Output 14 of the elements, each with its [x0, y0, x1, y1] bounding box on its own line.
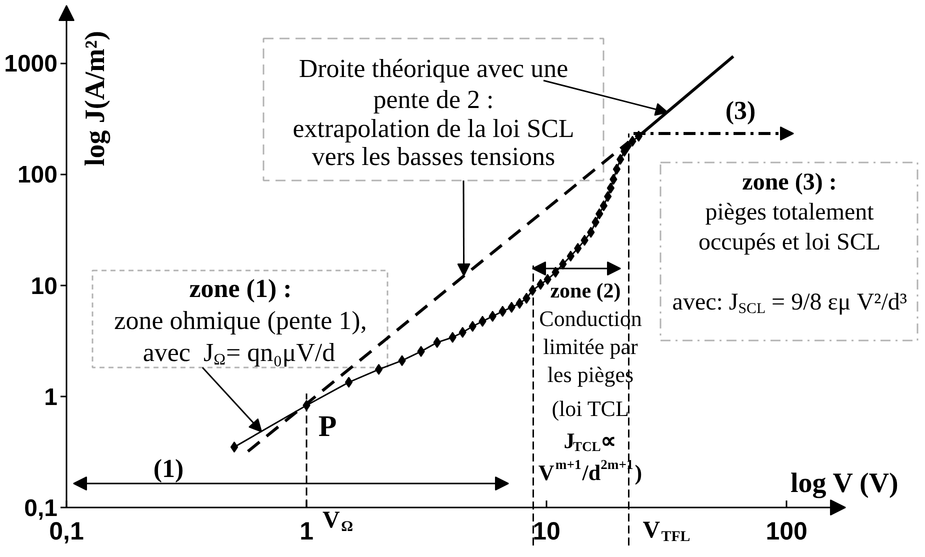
y-tick-label: 100	[17, 162, 58, 189]
x-axis-title: log V (V)	[790, 468, 898, 499]
x-tick-label: 10	[532, 518, 560, 546]
x-tick-label: 100	[766, 518, 808, 546]
annotation: (3)	[725, 96, 756, 125]
annotation: zone (2)	[550, 278, 621, 302]
annotation: P	[318, 410, 337, 443]
annotation: Droite théorique avec une pente de 2 : extrapolation de la loi SCL vers les basses tensions	[292, 54, 574, 171]
y-axis-title: log J(A/m²)	[80, 30, 111, 166]
y-tick-label: 1	[44, 384, 58, 411]
y-tick-label: 10	[30, 272, 58, 300]
annotation: (1)	[153, 454, 184, 483]
x-tick-label: 1	[300, 518, 314, 546]
y-tick-label: 1000	[4, 50, 58, 78]
